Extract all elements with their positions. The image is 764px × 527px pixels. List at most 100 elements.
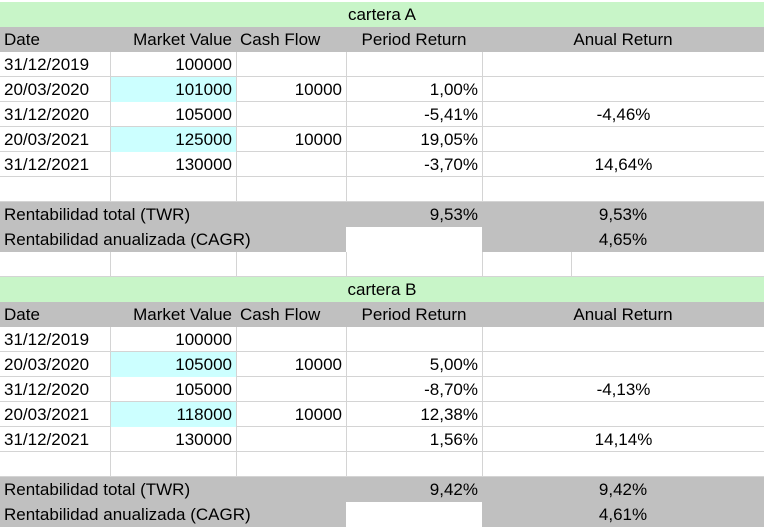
period-return-cell[interactable]: 12,38%: [346, 402, 482, 427]
twr-row: Rentabilidad total (TWR) 9,42% 9,42%: [0, 477, 764, 502]
cash-flow-cell[interactable]: [236, 427, 346, 452]
cash-flow-cell[interactable]: [236, 377, 346, 402]
anual-return-cell[interactable]: [482, 352, 764, 377]
empty-cell[interactable]: [482, 177, 764, 202]
portfolio-title[interactable]: cartera A: [347, 5, 417, 24]
cagr-period-empty-cell[interactable]: [346, 502, 482, 527]
table-row: 31/12/2021 130000 -3,70% 14,64%: [0, 152, 764, 177]
empty-cell[interactable]: [346, 452, 482, 477]
empty-cell[interactable]: [236, 177, 346, 202]
empty-cell[interactable]: [346, 252, 482, 277]
date-cell[interactable]: 20/03/2020: [4, 355, 90, 374]
portfolio-title[interactable]: cartera B: [347, 280, 417, 299]
header-period-return[interactable]: Period Return: [361, 305, 467, 324]
cagr-row: Rentabilidad anualizada (CAGR) 4,61%: [0, 502, 764, 527]
market-value-cell[interactable]: 105000: [110, 102, 236, 127]
period-return-cell[interactable]: [346, 327, 482, 352]
empty-cell[interactable]: [110, 252, 236, 277]
twr-anual-value[interactable]: 9,42%: [598, 480, 648, 499]
portfolio-a-header-row: Date Market Value Cash Flow Period Retur…: [0, 27, 764, 52]
empty-cell[interactable]: [236, 452, 346, 477]
cash-flow-cell[interactable]: 10000: [236, 402, 346, 427]
empty-cell[interactable]: [482, 452, 764, 477]
header-anual-return[interactable]: Anual Return: [573, 30, 673, 49]
anual-return-cell[interactable]: -4,46%: [482, 102, 764, 127]
period-return-cell[interactable]: 5,00%: [346, 352, 482, 377]
empty-cell[interactable]: [110, 177, 236, 202]
anual-return-cell[interactable]: [482, 327, 764, 352]
twr-row: Rentabilidad total (TWR) 9,53% 9,53%: [0, 202, 764, 227]
header-date[interactable]: Date: [4, 305, 40, 324]
header-date[interactable]: Date: [4, 30, 40, 49]
date-cell[interactable]: 31/12/2021: [4, 155, 90, 174]
empty-cell[interactable]: [571, 252, 764, 277]
empty-cell[interactable]: [346, 177, 482, 202]
anual-return-cell[interactable]: [482, 127, 764, 152]
cash-flow-cell[interactable]: 10000: [236, 352, 346, 377]
cash-flow-cell[interactable]: [236, 102, 346, 127]
twr-label[interactable]: Rentabilidad total (TWR): [4, 205, 191, 224]
period-return-cell[interactable]: -5,41%: [346, 102, 482, 127]
market-value-cell[interactable]: 125000: [110, 127, 236, 152]
cash-flow-cell[interactable]: 10000: [236, 127, 346, 152]
period-return-cell[interactable]: -8,70%: [346, 377, 482, 402]
market-value-cell[interactable]: 105000: [110, 352, 236, 377]
date-cell[interactable]: 31/12/2019: [4, 330, 90, 349]
market-value-cell[interactable]: 105000: [110, 377, 236, 402]
twr-anual-value[interactable]: 9,53%: [598, 205, 648, 224]
market-value-cell[interactable]: 100000: [110, 327, 236, 352]
twr-period-value[interactable]: 9,53%: [429, 205, 478, 224]
empty-cell[interactable]: [0, 177, 110, 202]
twr-label[interactable]: Rentabilidad total (TWR): [4, 480, 191, 499]
header-cash-flow[interactable]: Cash Flow: [240, 30, 321, 49]
period-return-cell[interactable]: 1,00%: [346, 77, 482, 102]
cagr-label[interactable]: Rentabilidad anualizada (CAGR): [4, 230, 251, 249]
table-row: 20/03/2020 105000 10000 5,00%: [0, 352, 764, 377]
anual-return-cell[interactable]: -4,13%: [482, 377, 764, 402]
table-row: 20/03/2020 101000 10000 1,00%: [0, 77, 764, 102]
date-cell[interactable]: 31/12/2020: [4, 380, 90, 399]
date-cell[interactable]: 20/03/2021: [4, 405, 90, 424]
empty-cell[interactable]: [110, 452, 236, 477]
market-value-cell[interactable]: 118000: [110, 402, 236, 427]
empty-cell[interactable]: [236, 252, 346, 277]
header-cash-flow[interactable]: Cash Flow: [240, 305, 321, 324]
cash-flow-cell[interactable]: [236, 52, 346, 77]
date-cell[interactable]: 20/03/2021: [4, 130, 90, 149]
cash-flow-cell[interactable]: [236, 152, 346, 177]
header-market-value[interactable]: Market Value: [133, 305, 232, 324]
cagr-anual-value[interactable]: 4,65%: [598, 230, 648, 249]
date-cell[interactable]: 20/03/2020: [4, 80, 90, 99]
spacer-row: [0, 252, 764, 277]
cash-flow-cell[interactable]: [236, 327, 346, 352]
market-value-cell[interactable]: 101000: [110, 77, 236, 102]
anual-return-cell[interactable]: [482, 77, 764, 102]
period-return-cell[interactable]: 1,56%: [346, 427, 482, 452]
anual-return-cell[interactable]: [482, 52, 764, 77]
cagr-period-empty-cell[interactable]: [346, 227, 482, 252]
cagr-anual-value[interactable]: 4,61%: [598, 505, 648, 524]
empty-cell[interactable]: [482, 252, 571, 277]
date-cell[interactable]: 31/12/2020: [4, 105, 90, 124]
cash-flow-cell[interactable]: 10000: [236, 77, 346, 102]
period-return-cell[interactable]: -3,70%: [346, 152, 482, 177]
anual-return-cell[interactable]: 14,14%: [482, 427, 764, 452]
table-row: 31/12/2020 105000 -5,41% -4,46%: [0, 102, 764, 127]
date-cell[interactable]: 31/12/2021: [4, 430, 90, 449]
empty-cell[interactable]: [0, 452, 110, 477]
market-value-cell[interactable]: 130000: [110, 152, 236, 177]
twr-period-value[interactable]: 9,42%: [429, 480, 478, 499]
header-anual-return[interactable]: Anual Return: [573, 305, 673, 324]
market-value-cell[interactable]: 130000: [110, 427, 236, 452]
empty-cell[interactable]: [0, 252, 110, 277]
period-return-cell[interactable]: [346, 52, 482, 77]
date-cell[interactable]: 31/12/2019: [4, 55, 90, 74]
anual-return-cell[interactable]: 14,64%: [482, 152, 764, 177]
cagr-label[interactable]: Rentabilidad anualizada (CAGR): [4, 505, 251, 524]
table-row: 31/12/2019 100000: [0, 327, 764, 352]
period-return-cell[interactable]: 19,05%: [346, 127, 482, 152]
market-value-cell[interactable]: 100000: [110, 52, 236, 77]
anual-return-cell[interactable]: [482, 402, 764, 427]
header-market-value[interactable]: Market Value: [133, 30, 232, 49]
header-period-return[interactable]: Period Return: [361, 30, 467, 49]
